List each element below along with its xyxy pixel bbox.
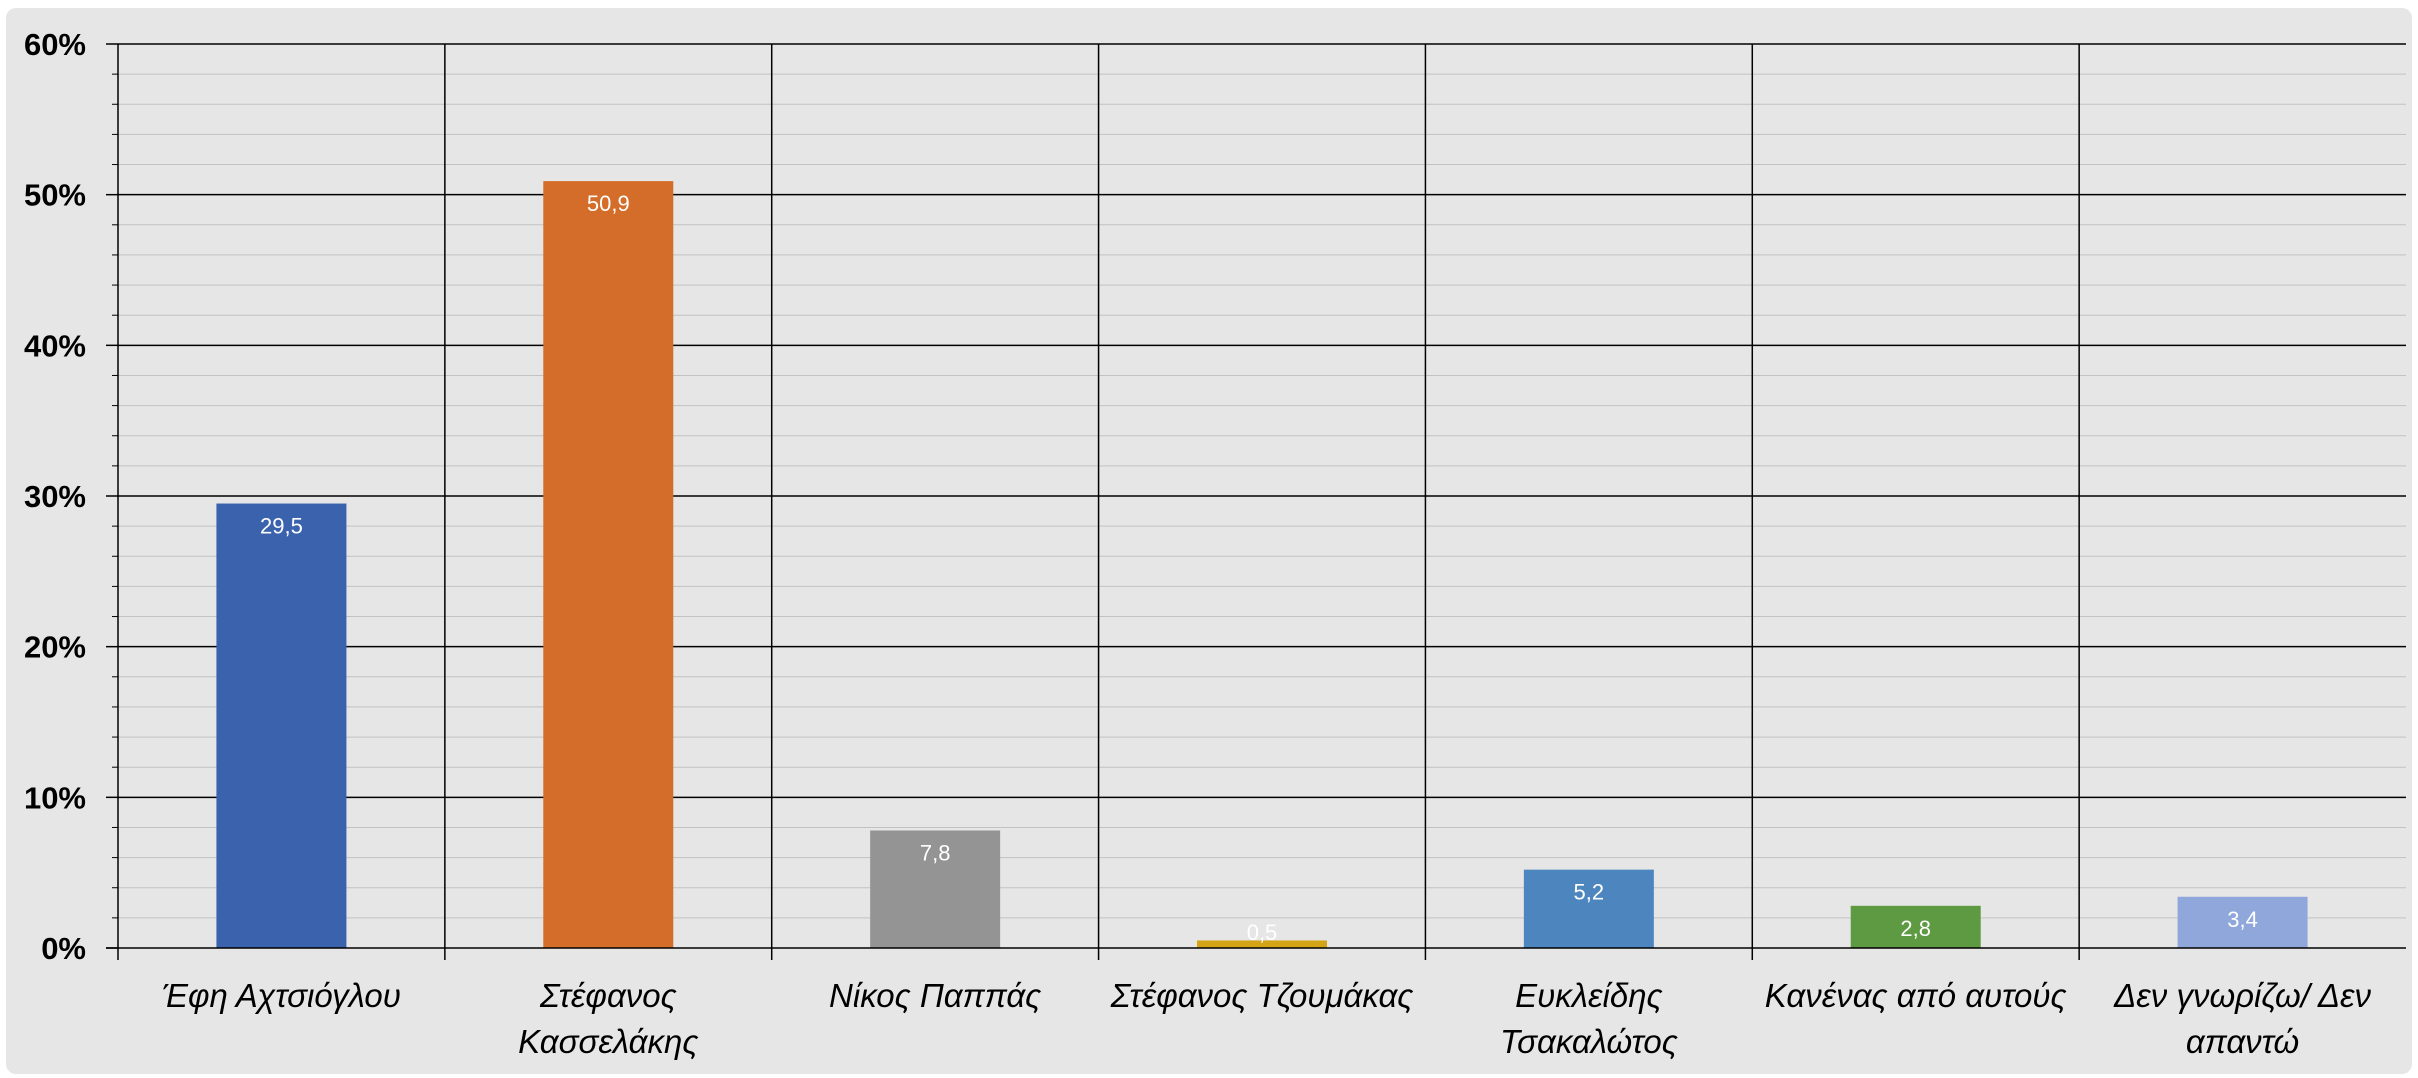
chart-area [6, 8, 2412, 1074]
data-label: 50,9 [587, 191, 630, 216]
y-tick-label: 30% [24, 479, 86, 514]
bar [870, 830, 1001, 948]
bar [2177, 896, 2308, 948]
x-tick-label: Ευκλείδης Τσακαλώτος [1500, 977, 1678, 1060]
x-tick-label: Στέφανος Τζουμάκας [1110, 977, 1414, 1014]
x-tick-label: Κανένας από αυτούς [1765, 977, 2067, 1014]
axis-layer [106, 43, 2406, 960]
x-tick-label: Νίκος Παππάς [829, 977, 1041, 1014]
data-label: 3,4 [2227, 907, 2258, 932]
bar [1850, 905, 1981, 948]
bar [1197, 940, 1327, 948]
grid-layer [118, 43, 2406, 960]
bar [543, 181, 674, 948]
label-layer: 0% 10% 20% 30% 40% 50% 60% 29,5 Έφη Αχτσιόγλου 50… [24, 27, 2372, 1060]
y-tick-label: 40% [24, 328, 86, 363]
bar [216, 503, 347, 948]
y-tick-label: 60% [24, 27, 86, 62]
y-tick-label: 50% [24, 178, 86, 213]
bar-layer [216, 181, 2308, 948]
x-tick-label: Έφη Αχτσιόγλου [162, 977, 401, 1014]
y-tick-label: 20% [24, 630, 86, 665]
y-tick-label: 0% [41, 931, 86, 966]
data-label: 7,8 [920, 840, 951, 865]
y-tick-label: 10% [24, 780, 86, 815]
x-tick-label: Στέφανος Κασσελάκης [518, 977, 698, 1060]
data-label: 29,5 [260, 514, 303, 539]
data-label: 5,2 [1574, 880, 1605, 905]
data-label: 2,8 [1900, 916, 1931, 941]
data-label: 0,5 [1247, 920, 1278, 945]
x-tick-label: Δεν γνωρίζω/ Δεν απαντώ [2113, 977, 2371, 1060]
bar [1523, 869, 1654, 948]
